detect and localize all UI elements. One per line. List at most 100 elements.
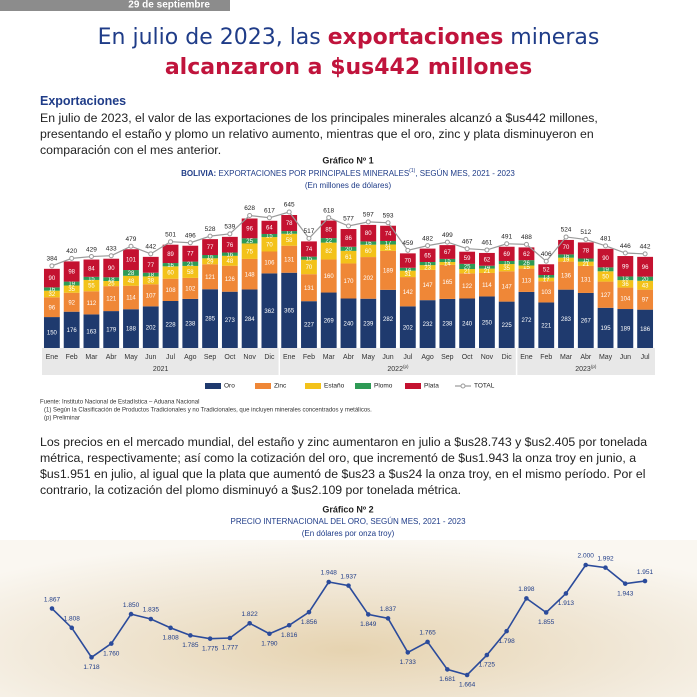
bar-segment xyxy=(558,289,574,348)
segment-label: 283 xyxy=(561,317,572,323)
bar-segment xyxy=(221,252,238,256)
price-marker xyxy=(168,625,173,631)
bar-segment xyxy=(558,239,574,255)
segment-label: 84 xyxy=(88,266,95,272)
segment-label: 16 xyxy=(227,252,234,258)
price-label: 1.948 xyxy=(321,570,338,577)
bar-segment xyxy=(123,275,139,286)
segment-label: 15 xyxy=(444,259,451,265)
bar-segment xyxy=(637,309,654,348)
segment-label: 102 xyxy=(185,286,196,292)
segment-label: 70 xyxy=(563,245,570,251)
x-tick-label: Jun xyxy=(382,354,393,361)
bar-segment xyxy=(538,281,555,303)
price-label: 1.951 xyxy=(637,569,654,576)
bar-segment xyxy=(459,298,476,348)
segment-label: 20 xyxy=(642,277,649,283)
bar-segment xyxy=(419,269,436,301)
bar-segment xyxy=(459,251,476,264)
segment-label: 202 xyxy=(146,325,157,331)
x-tick-label: Sep xyxy=(441,354,454,361)
segment-label: 58 xyxy=(286,238,293,244)
price-marker xyxy=(504,628,509,634)
chart-unit: (En dólares por onza troy) xyxy=(302,529,395,538)
segment-label: 38 xyxy=(147,278,154,284)
segment-label: 29 xyxy=(207,259,214,265)
total-marker xyxy=(365,219,371,225)
bar-segment xyxy=(558,261,574,290)
price-label: 1.775 xyxy=(202,645,219,652)
bar-segment xyxy=(241,243,258,259)
segment-label: 14 xyxy=(404,267,411,273)
title-line-2: alcanzaron a $us442 millones xyxy=(164,55,533,80)
bar-segment xyxy=(281,245,298,273)
price-marker xyxy=(543,610,549,615)
year-note: (p) xyxy=(591,364,597,369)
total-marker xyxy=(286,209,292,215)
total-marker xyxy=(128,243,134,249)
segment-label: 50 xyxy=(602,275,609,281)
bar-segment xyxy=(83,276,100,280)
x-tick-label: Nov xyxy=(481,354,494,361)
total-marker xyxy=(504,241,510,247)
total-label: 517 xyxy=(304,228,315,235)
subtitle-part: BOLIVIA: xyxy=(181,169,216,178)
segment-label: 103 xyxy=(541,290,552,296)
x-tick-label: Dic xyxy=(264,354,275,361)
segment-label: 32 xyxy=(49,292,56,298)
segment-label: 189 xyxy=(383,268,394,274)
bar-segment xyxy=(597,271,614,282)
segment-label: 142 xyxy=(403,290,414,296)
bar-segment xyxy=(479,272,495,297)
price-marker xyxy=(247,620,252,626)
segment-label: 98 xyxy=(68,270,75,276)
bar-segment xyxy=(63,281,80,286)
segment-label: 20 xyxy=(345,247,352,253)
price-marker xyxy=(49,606,55,611)
price-marker xyxy=(188,633,193,638)
bar-segment xyxy=(63,285,80,293)
bar-segment xyxy=(162,244,179,264)
x-tick-label: Ene xyxy=(283,354,296,361)
total-label: 491 xyxy=(501,233,512,240)
footnote: (1) Según la Clasificación de Productos … xyxy=(44,408,372,414)
bar-segment xyxy=(577,258,594,262)
total-marker xyxy=(543,258,549,264)
price-label: 1.835 xyxy=(143,607,160,614)
segment-label: 16 xyxy=(49,287,56,293)
total-marker xyxy=(187,240,193,246)
year-name: 2022 xyxy=(387,366,403,373)
price-label: 1.760 xyxy=(103,650,120,657)
bar-segment xyxy=(123,270,139,276)
total-label: 496 xyxy=(185,232,196,239)
bar-segment xyxy=(637,289,654,310)
bar-segment xyxy=(439,262,456,265)
bar-segment xyxy=(518,260,535,266)
bar-segment xyxy=(597,248,614,268)
segment-label: 16 xyxy=(563,254,570,260)
x-tick-label: Sep xyxy=(204,354,217,361)
price-label: 1.733 xyxy=(400,659,417,666)
bar-segment xyxy=(63,292,80,312)
x-tick-label: Jul xyxy=(641,354,650,361)
segment-label: 136 xyxy=(561,274,572,280)
segment-label: 126 xyxy=(225,277,236,283)
bar-segment xyxy=(182,277,199,299)
segment-label: 284 xyxy=(245,317,256,323)
total-label: 482 xyxy=(422,235,433,242)
price-marker xyxy=(128,611,134,617)
bar-segment xyxy=(202,289,218,348)
segment-label: 48 xyxy=(128,279,135,285)
bar-segment xyxy=(380,289,396,348)
price-label: 1.898 xyxy=(518,586,535,593)
segment-label: 250 xyxy=(482,320,493,326)
price-marker xyxy=(207,636,213,641)
segment-label: 21 xyxy=(464,269,471,275)
bar-segment xyxy=(241,289,258,348)
segment-label: 77 xyxy=(147,263,154,269)
bar-segment xyxy=(498,271,515,302)
bar-segment xyxy=(439,245,456,259)
price-label: 1.816 xyxy=(281,632,298,639)
title-line-1: En julio de 2023, las exportaciones mine… xyxy=(0,24,697,52)
total-label: 467 xyxy=(462,238,473,245)
